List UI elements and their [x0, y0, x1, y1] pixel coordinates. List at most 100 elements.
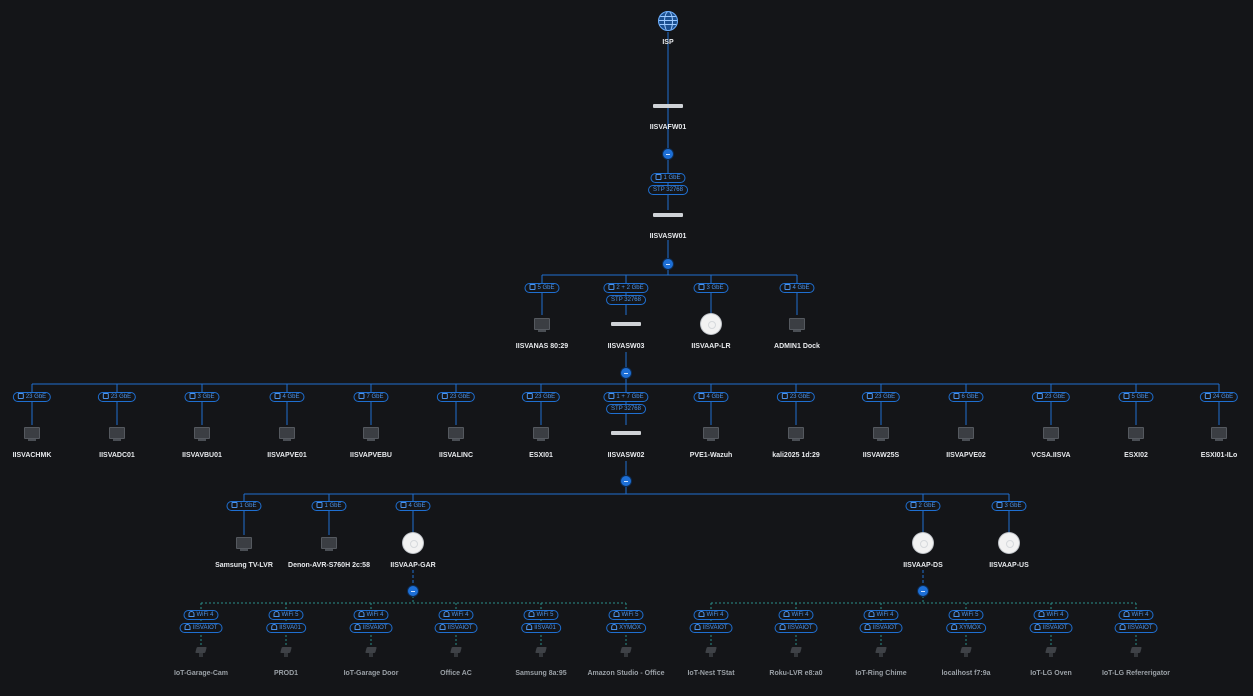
device-icon[interactable] [873, 427, 889, 441]
node-label[interactable]: ESXI01 [529, 452, 553, 459]
port-badge: 4 GbE [269, 392, 305, 402]
device-icon[interactable] [24, 427, 40, 441]
device-icon[interactable] [789, 318, 805, 332]
client-label[interactable]: IoT-LG Refererigator [1101, 670, 1171, 677]
collapse-hub[interactable] [918, 586, 928, 596]
node-label[interactable]: IISVAAP-LR [691, 343, 731, 350]
port-badge: 6 GbE [948, 392, 984, 402]
client-label[interactable]: Amazon Studio - Office [587, 670, 665, 677]
wifi-standard-badge: WiFi 4 [863, 610, 899, 620]
node-label[interactable]: kali2025 1d:29 [772, 452, 820, 459]
port-icon [866, 393, 873, 399]
port-badge: 7 GbE [353, 392, 389, 402]
port-badge: 5 GbE [524, 283, 560, 293]
switch-icon[interactable] [611, 322, 641, 326]
node-label[interactable]: IISVAAP-DS [903, 562, 943, 569]
client-device-icon[interactable] [534, 647, 548, 657]
device-icon[interactable] [321, 537, 337, 551]
badge-text: IISVAIOT [702, 625, 728, 631]
device-icon[interactable] [958, 427, 974, 441]
node-label[interactable]: IISVAVBU01 [182, 452, 222, 459]
access-point-icon[interactable] [701, 314, 721, 334]
collapse-hub[interactable] [663, 259, 673, 269]
client-label[interactable]: Samsung 8a:95 [515, 670, 567, 677]
wifi-standard-badge: WiFi 4 [693, 610, 729, 620]
collapse-hub[interactable] [621, 368, 631, 378]
firewall-label[interactable]: IISVAFW01 [649, 124, 687, 131]
node-label[interactable]: IISVAAP-GAR [390, 562, 436, 569]
device-icon[interactable] [1128, 427, 1144, 441]
client-device-icon[interactable] [1129, 647, 1143, 657]
node-label[interactable]: ESXI02 [1124, 452, 1148, 459]
device-icon[interactable] [534, 318, 550, 332]
client-label[interactable]: IoT-Ring Chime [855, 670, 907, 677]
device-icon[interactable] [363, 427, 379, 441]
device-icon[interactable] [194, 427, 210, 441]
device-icon[interactable] [279, 427, 295, 441]
node-label[interactable]: IISVANAS 80:29 [515, 343, 569, 350]
node-label[interactable]: IISVACHMK [12, 452, 52, 459]
client-device-icon[interactable] [449, 647, 463, 657]
node-label[interactable]: Samsung TV-LVR [215, 562, 273, 569]
collapse-hub[interactable] [663, 149, 673, 159]
client-label[interactable]: localhost f7:9a [941, 670, 991, 677]
node-label[interactable]: VCSA.IISVA [1031, 452, 1071, 459]
device-icon[interactable] [236, 537, 252, 551]
client-device-icon[interactable] [1044, 647, 1058, 657]
client-device-icon[interactable] [874, 647, 888, 657]
client-label[interactable]: IoT-LG Oven [1030, 670, 1072, 677]
port-icon [781, 393, 788, 399]
node-label[interactable]: IISVASW02 [607, 452, 645, 459]
badge-text: WiFi 4 [196, 612, 214, 618]
ssid-badge: IISVAIOT [1029, 623, 1073, 633]
collapse-hub[interactable] [621, 476, 631, 486]
node-label[interactable]: ESXI01-ILo [1200, 452, 1238, 459]
wifi-icon [868, 611, 875, 617]
node-label[interactable]: IISVADC01 [99, 452, 135, 459]
node-label[interactable]: IISVALINC [438, 452, 474, 459]
firewall-icon[interactable] [653, 104, 683, 108]
globe-icon[interactable] [658, 11, 678, 31]
client-label[interactable]: IoT-Nest TStat [687, 670, 735, 677]
client-device-icon[interactable] [789, 647, 803, 657]
port-icon [784, 284, 791, 290]
node-label[interactable]: ADMIN1 Dock [774, 343, 820, 350]
access-point-icon[interactable] [913, 533, 933, 553]
device-icon[interactable] [533, 427, 549, 441]
client-device-icon[interactable] [959, 647, 973, 657]
client-device-icon[interactable] [279, 647, 293, 657]
client-label[interactable]: PROD1 [273, 670, 299, 677]
badge-text: WiFi 4 [451, 612, 469, 618]
device-icon[interactable] [1211, 427, 1227, 441]
node-label[interactable]: IISVAAP-US [989, 562, 1029, 569]
device-icon[interactable] [1043, 427, 1059, 441]
access-point-icon[interactable] [403, 533, 423, 553]
node-label[interactable]: PVE1-Wazuh [689, 452, 733, 459]
collapse-hub[interactable] [408, 586, 418, 596]
device-icon[interactable] [703, 427, 719, 441]
port-badge: 23 GbE [1031, 392, 1071, 402]
core-switch-label[interactable]: IISVASW01 [649, 233, 687, 240]
node-label[interactable]: IISVAW25S [862, 452, 900, 459]
node-label[interactable]: IISVAPVE02 [946, 452, 986, 459]
node-label[interactable]: IISVAPVE01 [267, 452, 307, 459]
client-device-icon[interactable] [619, 647, 633, 657]
client-label[interactable]: IoT-Garage Door [343, 670, 399, 677]
access-point-icon[interactable] [999, 533, 1019, 553]
node-label[interactable]: IISVAPVEBU [350, 452, 392, 459]
client-label[interactable]: Office AC [440, 670, 472, 677]
core-switch-icon[interactable] [653, 213, 683, 217]
switch-icon[interactable] [611, 431, 641, 435]
client-device-icon[interactable] [194, 647, 208, 657]
node-label[interactable]: IISVASW03 [607, 343, 645, 350]
device-icon[interactable] [448, 427, 464, 441]
client-label[interactable]: Roku-LVR e8:a0 [769, 670, 823, 677]
client-label[interactable]: IoT-Garage-Cam [173, 670, 229, 677]
device-icon[interactable] [109, 427, 125, 441]
wifi-icon [951, 624, 958, 630]
device-icon[interactable] [788, 427, 804, 441]
client-device-icon[interactable] [704, 647, 718, 657]
badge-text: 1 + 7 GbE [616, 394, 644, 400]
node-label[interactable]: Denon-AVR-S760H 2c:58 [288, 562, 370, 569]
client-device-icon[interactable] [364, 647, 378, 657]
